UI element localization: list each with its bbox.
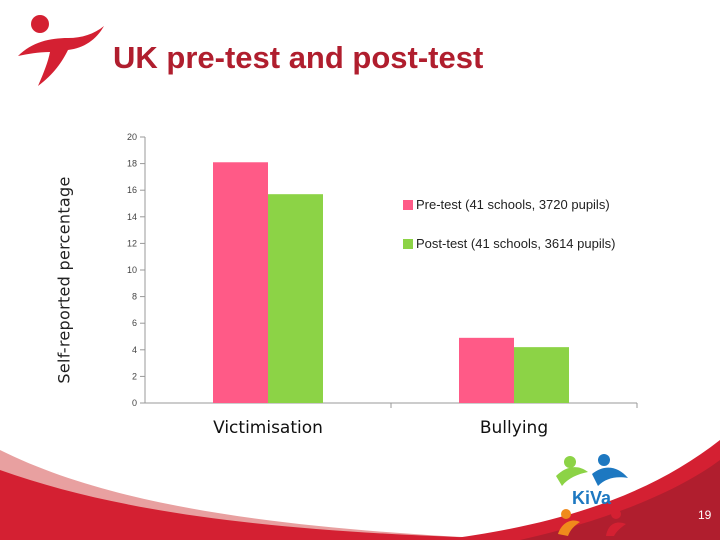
footer-swoosh (0, 440, 720, 540)
y-tick-label: 18 (127, 159, 137, 169)
kiva-logo: KiVa (556, 454, 628, 536)
legend-entry: Pre-test (41 schools, 3720 pupils) (416, 197, 610, 212)
y-tick-label: 10 (127, 265, 137, 275)
slide-title: UK pre-test and post-test (113, 40, 484, 75)
y-tick-label: 8 (132, 292, 137, 302)
legend-swatch (403, 200, 413, 210)
x-category-label: Bullying (480, 418, 548, 438)
x-category-label: Victimisation (213, 418, 323, 438)
y-tick-label: 12 (127, 238, 137, 248)
y-tick-label: 2 (132, 371, 137, 381)
y-tick-label: 14 (127, 212, 137, 222)
y-tick-label: 6 (132, 318, 137, 328)
bar-victimisation-series-1 (213, 162, 268, 403)
bar-victimisation-series-2 (268, 194, 323, 403)
y-tick-label: 20 (127, 132, 137, 142)
svg-text:KiVa: KiVa (572, 488, 612, 508)
page-number: 19 (698, 508, 712, 522)
running-figure-logo (18, 15, 104, 86)
y-tick-label: 16 (127, 185, 137, 195)
bar-bullying-series-1 (459, 337, 514, 403)
bar-bullying-series-2 (514, 347, 569, 403)
legend-swatch (403, 239, 413, 249)
legend-entry: Post-test (41 schools, 3614 pupils) (416, 236, 615, 251)
y-tick-label: 0 (132, 398, 137, 408)
y-tick-label: 4 (132, 345, 137, 355)
